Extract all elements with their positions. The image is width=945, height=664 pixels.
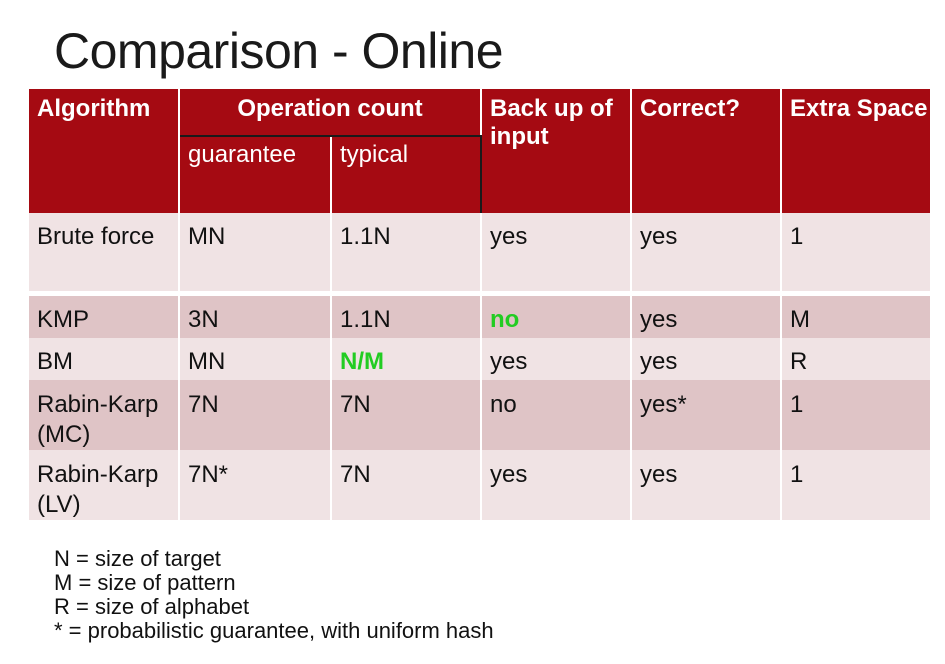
header-algorithm: Algorithm [29,89,180,213]
cell-typical: 7N [331,450,482,520]
cell-typical: 1.1N [331,296,482,338]
cell-space: 1 [781,380,932,450]
header-correct: Correct? [631,89,782,213]
table-subheader-row: guarantee typical [29,136,931,213]
cell-typical: 7N [331,380,482,450]
cell-guarantee: MN [179,213,332,291]
header-backup: Back up of input [481,89,632,213]
legend-item: M = size of pattern [54,570,236,595]
legend: N = size of target M = size of pattern R… [54,547,494,643]
cell-backup: yes [481,450,632,520]
cell-backup-highlight: no [481,296,632,338]
cell-correct: yes [631,338,782,380]
header-typical: typical [331,136,482,213]
cell-backup: yes [481,338,632,380]
cell-algorithm: Brute force [29,213,180,291]
legend-item: N = size of target [54,546,221,571]
cell-algorithm: BM [29,338,180,380]
cell-correct: yes [631,213,782,291]
cell-backup: yes [481,213,632,291]
cell-guarantee: 7N* [179,450,332,520]
cell-typical-highlight: N/M [331,338,482,380]
header-operation-count: Operation count [179,89,482,137]
cell-correct: yes* [631,380,782,450]
cell-space: R [781,338,932,380]
cell-space: 1 [781,450,932,520]
legend-item: R = size of alphabet [54,594,250,619]
cell-space: 1 [781,213,932,291]
cell-guarantee: MN [179,338,332,380]
header-guarantee: guarantee [178,136,332,213]
cell-typical: 1.1N [331,213,482,291]
comparison-table: Algorithm Operation count Back up of inp… [29,89,932,520]
cell-guarantee: 7N [179,380,332,450]
table-row: Rabin-Karp (MC) 7N 7N no yes* 1 [29,380,932,450]
table-header-row: Algorithm Operation count Back up of inp… [29,89,932,213]
page-title: Comparison - Online [54,23,504,79]
cell-algorithm: Rabin-Karp (MC) [29,380,180,450]
cell-algorithm: Rabin-Karp (LV) [29,450,180,520]
legend-item: * = probabilistic guarantee, with unifor… [54,618,494,643]
table-row: BM MN N/M yes yes R [29,338,932,380]
cell-correct: yes [631,296,782,338]
table-row: Brute force MN 1.1N yes yes 1 [29,213,932,291]
table-row: Rabin-Karp (LV) 7N* 7N yes yes 1 [29,450,932,520]
cell-space: M [781,296,932,338]
table-row: KMP 3N 1.1N no yes M [29,296,932,338]
cell-algorithm: KMP [29,296,180,338]
header-extra-space: Extra Space [781,89,932,213]
cell-guarantee: 3N [179,296,332,338]
cell-correct: yes [631,450,782,520]
cell-backup: no [481,380,632,450]
